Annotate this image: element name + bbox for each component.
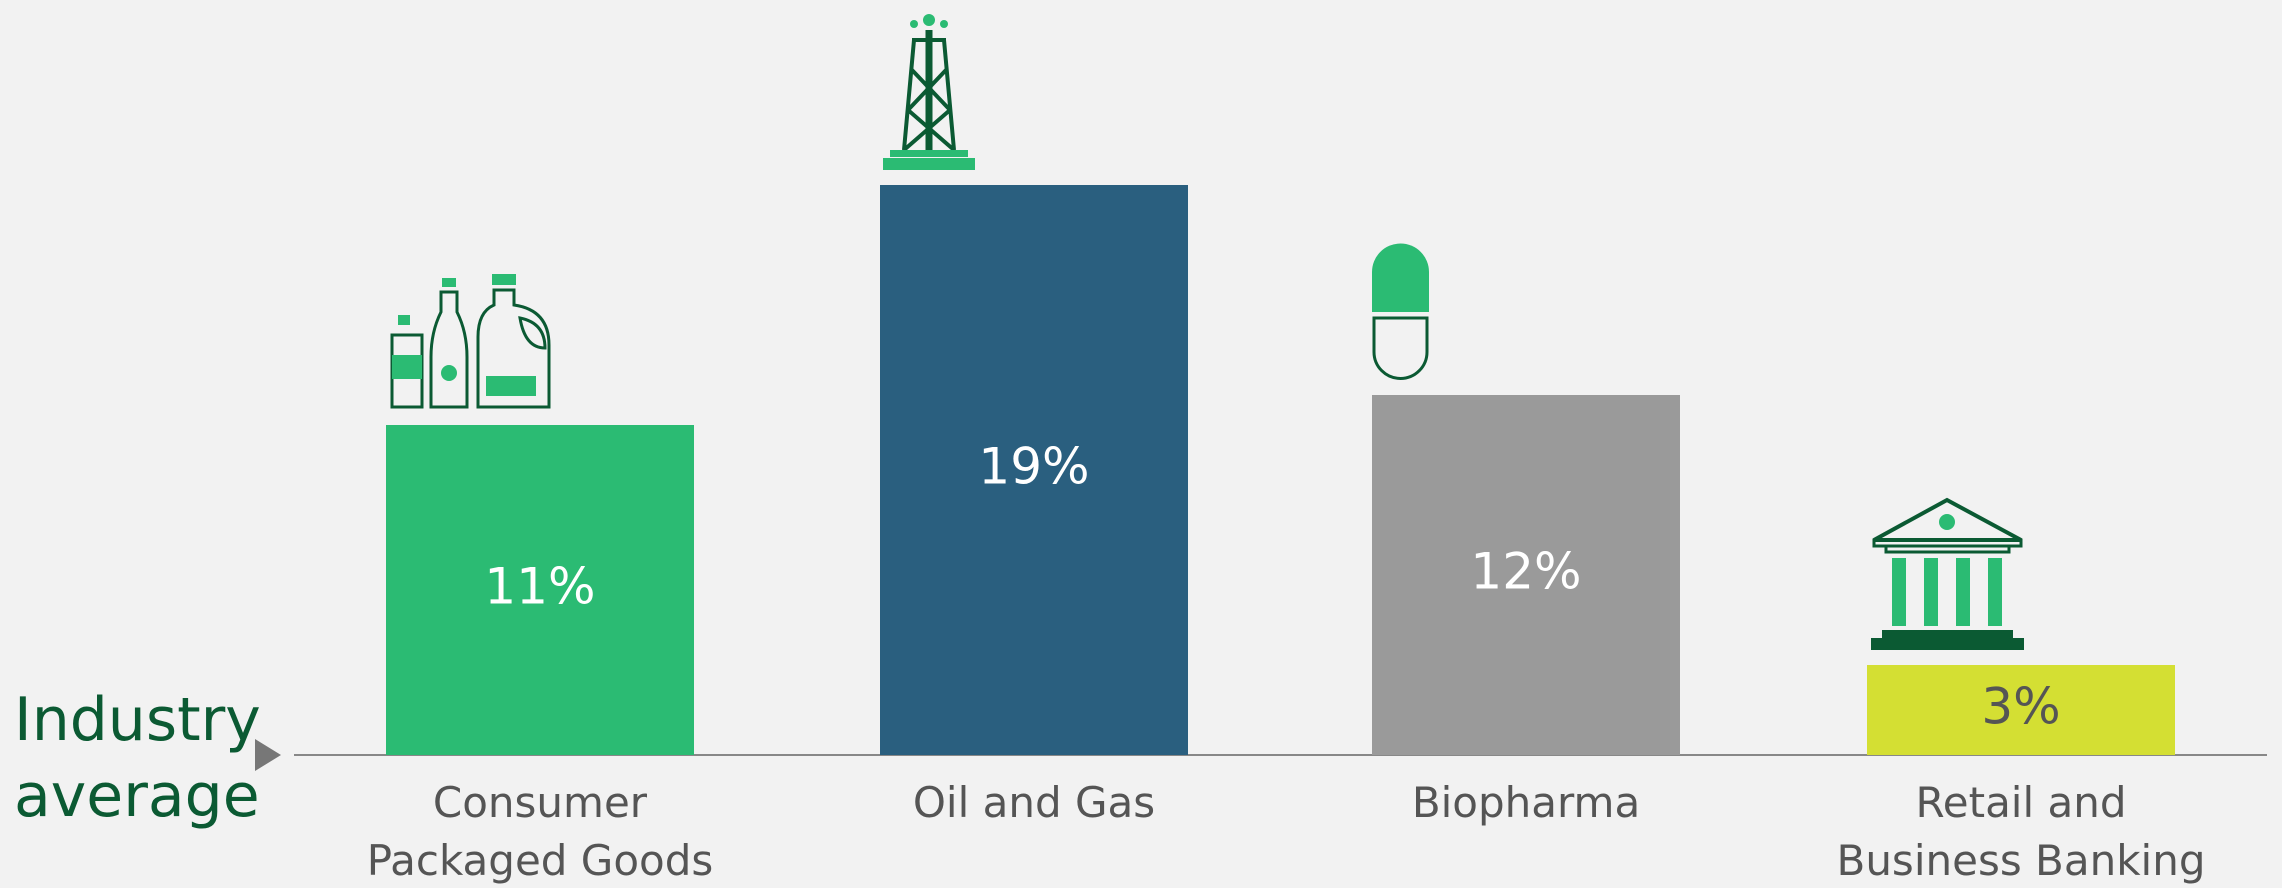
category-label: Biopharma <box>1411 778 1641 827</box>
annotation-line: Industry <box>14 685 261 755</box>
bar <box>1867 665 2175 755</box>
category-label: Oil and Gas <box>912 778 1156 827</box>
bar <box>386 425 694 755</box>
bottles-icon <box>390 274 551 409</box>
oil-rig-icon <box>883 14 975 170</box>
bar <box>1372 395 1680 755</box>
category-label: Consumer Packaged Goods <box>366 778 714 885</box>
pill-icon <box>1372 243 1429 380</box>
arrow <box>255 739 281 771</box>
annotation-line: average <box>14 761 260 831</box>
value-label: 12% <box>1470 543 1581 601</box>
value-label: 3% <box>1981 678 2060 736</box>
bar <box>880 185 1188 755</box>
category-label: Retail and Business Banking <box>1836 778 2206 885</box>
bank-icon <box>1871 497 2024 650</box>
value-label: 11% <box>484 558 595 616</box>
value-label: 19% <box>978 438 1089 496</box>
